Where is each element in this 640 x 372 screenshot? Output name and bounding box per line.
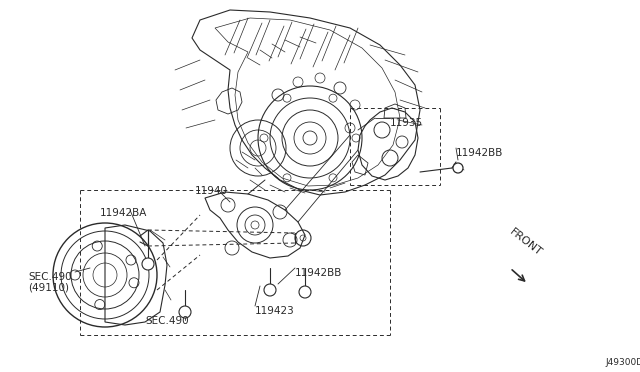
- Text: 119423: 119423: [255, 306, 295, 316]
- Circle shape: [453, 163, 463, 173]
- Text: 11942BB: 11942BB: [295, 268, 342, 278]
- Circle shape: [299, 286, 311, 298]
- Text: SEC.490: SEC.490: [145, 316, 189, 326]
- Circle shape: [264, 284, 276, 296]
- Text: SEC.490: SEC.490: [28, 272, 72, 282]
- Text: FRONT: FRONT: [508, 227, 544, 258]
- Circle shape: [179, 306, 191, 318]
- Text: J49300DA: J49300DA: [605, 358, 640, 367]
- Text: 11942BA: 11942BA: [100, 208, 147, 218]
- Text: 11942BB: 11942BB: [456, 148, 504, 158]
- Text: 11935: 11935: [390, 118, 423, 128]
- Circle shape: [142, 258, 154, 270]
- Text: (49110): (49110): [28, 283, 69, 293]
- Text: 11940: 11940: [195, 186, 228, 196]
